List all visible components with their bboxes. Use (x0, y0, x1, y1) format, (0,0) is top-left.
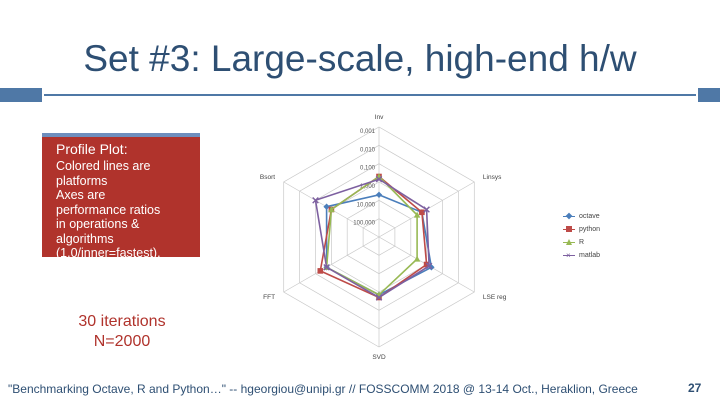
axis-label: SVD (372, 354, 386, 361)
radar-chart-svg: 0,001 0,010 0,100 1,000 10,000 100,000 Inv Lins… (260, 114, 507, 361)
profile-line: Axes are (56, 188, 106, 202)
data-point-marker (375, 191, 383, 198)
axis-label: Inv (375, 114, 384, 121)
profile-line: algorithms (56, 231, 114, 246)
axis-label: LSE reg (483, 294, 507, 301)
tick-label: 100,000 (353, 221, 375, 227)
legend-label: matlab (579, 252, 601, 259)
slide-footer: "Benchmarking Octave, R and Python…" -- … (8, 382, 638, 396)
profile-line: (1.0/inner=fastest). (56, 246, 161, 257)
axis-label: FFT (263, 294, 275, 301)
title-accent-block-right (698, 88, 720, 102)
axis-spoke (283, 236, 380, 293)
legend-item: python (563, 223, 600, 236)
problem-size: N=2000 (93, 333, 151, 350)
tick-label: 0,010 (360, 147, 376, 153)
slide-title: Set #3: Large-scale, high-end h/w (83, 38, 637, 79)
tick-label: 10,000 (357, 202, 376, 208)
profile-plot-callout: Profile Plot: Colored lines are platform… (42, 133, 200, 257)
tick-label: 0,001 (360, 129, 376, 135)
data-point-marker (328, 206, 335, 213)
legend-marker (565, 212, 573, 220)
legend-item: × matlab (563, 249, 600, 262)
radar-chart: 0,001 0,010 0,100 1,000 10,000 100,000 Inv Lins… (245, 103, 528, 401)
title-accent-block-left (0, 88, 42, 102)
legend-item: octave (563, 210, 600, 223)
legend-marker (566, 239, 572, 245)
profile-line: platforms (56, 173, 108, 188)
profile-line: performance ratios (56, 202, 161, 217)
data-point-marker (413, 255, 421, 262)
data-point-marker (375, 294, 383, 301)
legend-marker: × (566, 251, 571, 260)
data-point-marker (425, 262, 433, 270)
legend-swatch (563, 226, 575, 232)
profile-line: Colored lines are (56, 159, 151, 173)
iterations-note: 30 iterations N=2000 (52, 312, 192, 352)
legend-label: R (579, 239, 585, 246)
profile-plot-title: Profile Plot: (56, 141, 128, 157)
legend-label: python (579, 226, 601, 233)
legend-item: R (563, 236, 600, 249)
legend-swatch (563, 212, 575, 220)
data-point-marker (419, 209, 425, 216)
title-accent-line (44, 94, 696, 96)
chart-legend: octave python R × matlab (563, 210, 600, 262)
legend-swatch: × (563, 251, 575, 260)
data-point-marker (423, 261, 430, 268)
legend-label: octave (579, 213, 600, 220)
data-point-marker (323, 264, 330, 271)
axis-label: Bsort (260, 174, 275, 181)
data-point-marker (375, 175, 383, 183)
data-point-marker (312, 197, 319, 204)
axis-label: Linsys (483, 174, 502, 181)
data-point-marker (423, 206, 430, 213)
tick-label: 0,100 (360, 166, 376, 172)
iterations-count: 30 iterations (78, 313, 166, 330)
data-point-marker (323, 203, 330, 210)
tick-label: 1,000 (360, 184, 376, 190)
legend-swatch (563, 239, 575, 245)
legend-marker (566, 226, 572, 232)
data-point-marker (413, 211, 421, 218)
page-number: 27 (688, 381, 702, 395)
data-point-marker (317, 268, 324, 274)
profile-line: in operations & (56, 217, 140, 231)
